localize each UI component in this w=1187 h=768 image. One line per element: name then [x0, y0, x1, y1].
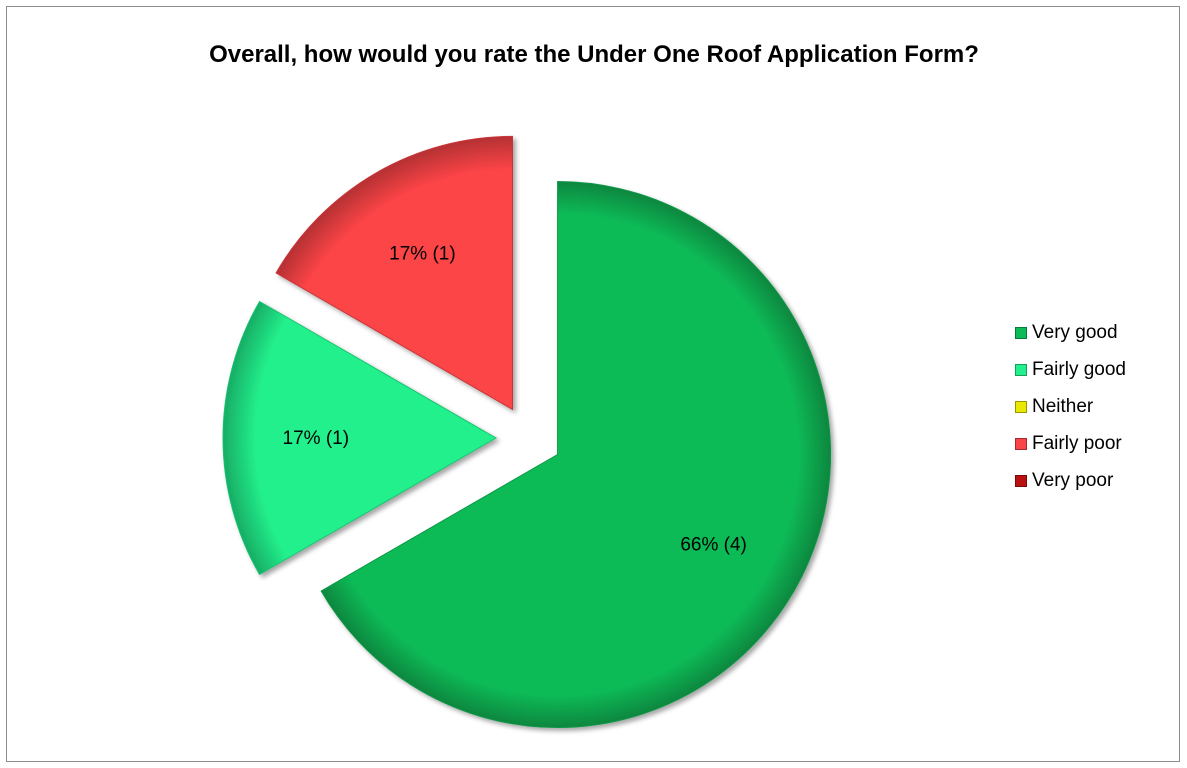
- data-label-very-good: 66% (4): [680, 535, 747, 556]
- legend-swatch-fairly-poor: [1015, 438, 1027, 450]
- legend-swatch-very-good: [1015, 327, 1027, 339]
- data-label-fairly-poor: 17% (1): [389, 243, 456, 264]
- legend-label-fairly-good: Fairly good: [1032, 359, 1126, 380]
- legend-swatch-neither: [1015, 401, 1027, 413]
- chart-area: Overall, how would you rate the Under On…: [6, 6, 1180, 762]
- pie-chart: 66% (4) 17% (1) 17% (1): [222, 135, 831, 728]
- data-label-fairly-good: 17% (1): [283, 428, 350, 449]
- pie-slice-fairly-poor: [275, 135, 513, 411]
- legend-label-very-good: Very good: [1032, 322, 1118, 343]
- legend-swatch-fairly-good: [1015, 364, 1027, 376]
- legend-label-fairly-poor: Fairly poor: [1032, 433, 1122, 454]
- pie-slice-very-good: [320, 180, 831, 728]
- pie-slice-fairly-good: [222, 300, 498, 576]
- legend-label-neither: Neither: [1032, 396, 1094, 417]
- chart-title: Overall, how would you rate the Under On…: [209, 41, 979, 68]
- legend-swatch-very-poor: [1015, 475, 1027, 487]
- legend-label-very-poor: Very poor: [1032, 470, 1114, 491]
